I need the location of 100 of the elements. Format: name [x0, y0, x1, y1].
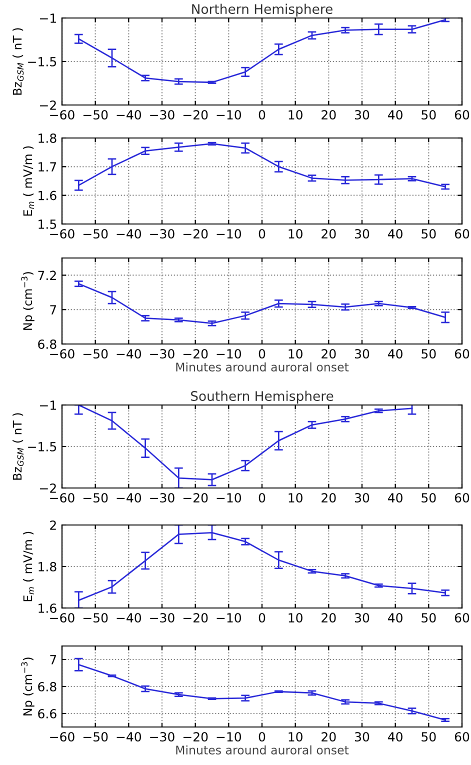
y-tick-label: 7	[50, 655, 56, 664]
x-tick-label: −20	[183, 613, 208, 623]
y-axis-title: E$_{m}$ ( mV/m )	[23, 146, 34, 216]
y-axis-title: Bz$_{GSM}$ ( nT )	[12, 28, 24, 95]
x-tick-label: −20	[183, 349, 208, 359]
y-axis-title: Np (cm$^{−3}$)	[21, 658, 34, 716]
y-tick-label: 7	[50, 305, 56, 314]
x-tick-label: 10	[288, 110, 302, 120]
x-tick-label: 60	[454, 493, 470, 503]
x-tick-label: −60	[50, 732, 74, 742]
x-tick-label: −30	[150, 732, 174, 742]
x-tick-label: −40	[116, 349, 142, 359]
y-tick-label: 2	[50, 520, 56, 530]
x-tick-label: −30	[150, 493, 174, 503]
y-tick-label: −2	[40, 483, 56, 493]
y-tick-label: 7.2	[38, 270, 56, 280]
x-tick-label: 0	[258, 229, 266, 239]
y-tick-label: −1.5	[28, 57, 56, 66]
x-tick-label: 50	[422, 229, 436, 239]
y-tick-label: 6.8	[38, 682, 56, 692]
y-tick-label: 1.6	[38, 603, 56, 613]
y-tick-label: 6.8	[38, 339, 56, 349]
x-tick-label: 50	[422, 732, 436, 742]
x-tick-label: 10	[288, 229, 302, 239]
y-tick-label: 1.5	[38, 220, 56, 229]
x-tick-label: −50	[83, 732, 108, 742]
x-tick-label: −50	[83, 493, 108, 503]
x-tick-label: −30	[150, 613, 174, 623]
x-tick-label: 40	[388, 349, 402, 359]
x-tick-label: 50	[422, 613, 436, 623]
x-tick-label: 0	[258, 613, 266, 623]
x-tick-label: 20	[322, 613, 336, 623]
x-tick-label: −10	[216, 613, 242, 623]
y-tick-label: 6.6	[38, 708, 56, 718]
line-series	[78, 283, 446, 324]
y-tick-label: −1	[40, 400, 56, 410]
x-tick-label: 40	[388, 493, 402, 503]
y-tick-label: 1.7	[38, 162, 56, 172]
y-axis-title: Bz$_{GSM}$ ( nT )	[12, 413, 24, 480]
chart-title: Southern Hemisphere	[190, 390, 334, 404]
x-axis-title: Minutes around auroral onset	[176, 362, 349, 372]
x-tick-label: 20	[322, 349, 336, 359]
x-tick-label: −40	[116, 613, 142, 623]
y-axis-title: E$_{m}$ ( mV/m )	[23, 532, 34, 602]
x-tick-label: 40	[388, 732, 402, 742]
x-tick-label: −60	[50, 229, 74, 239]
x-tick-label: −10	[216, 110, 242, 120]
x-tick-label: 40	[388, 110, 402, 120]
x-tick-label: −20	[183, 493, 208, 503]
x-tick-label: −60	[50, 110, 74, 120]
x-tick-label: −30	[150, 349, 174, 359]
x-tick-label: −40	[116, 732, 142, 742]
x-tick-label: −60	[50, 349, 74, 359]
y-tick-label: −1.5	[28, 442, 56, 452]
x-tick-label: 60	[454, 613, 470, 623]
x-tick-label: −10	[216, 349, 242, 359]
x-tick-label: 50	[422, 493, 436, 503]
x-tick-label: −40	[116, 229, 142, 239]
x-tick-label: 0	[258, 732, 266, 742]
x-tick-label: 60	[454, 110, 470, 120]
x-tick-label: −50	[83, 110, 108, 120]
x-tick-label: −30	[150, 110, 174, 120]
x-tick-label: −60	[50, 493, 74, 503]
y-tick-label: 1.6	[38, 190, 56, 200]
x-tick-label: 30	[355, 493, 370, 503]
x-tick-label: 30	[355, 229, 370, 239]
x-tick-label: 50	[422, 349, 436, 359]
y-tick-label: −1	[40, 14, 56, 23]
x-tick-label: −60	[50, 613, 74, 623]
x-tick-label: 30	[355, 110, 370, 120]
x-tick-label: 60	[454, 229, 470, 239]
x-tick-label: 10	[288, 732, 302, 742]
x-tick-label: 30	[355, 732, 370, 742]
x-tick-label: 10	[288, 613, 302, 623]
x-tick-label: 60	[454, 349, 470, 359]
x-tick-label: 10	[288, 349, 302, 359]
x-tick-label: 30	[355, 613, 370, 623]
x-tick-label: 20	[322, 732, 336, 742]
x-tick-label: 40	[388, 229, 402, 239]
x-tick-label: 30	[355, 349, 370, 359]
x-tick-label: −10	[216, 229, 242, 239]
y-tick-label: −2	[40, 100, 56, 110]
x-tick-label: −40	[116, 493, 142, 503]
x-tick-label: −50	[83, 229, 108, 239]
x-tick-label: −30	[150, 229, 174, 239]
x-tick-label: −40	[116, 110, 142, 120]
x-tick-label: −50	[83, 613, 108, 623]
x-tick-label: −20	[183, 229, 208, 239]
x-tick-label: −50	[83, 349, 108, 359]
x-tick-label: 20	[322, 493, 336, 503]
x-tick-label: 60	[454, 732, 470, 742]
chart-title: Northern Hemisphere	[192, 4, 332, 17]
y-axis-title: Np (cm$^{−3}$)	[21, 272, 34, 330]
x-tick-label: 50	[422, 110, 436, 120]
x-tick-label: 20	[322, 229, 336, 239]
x-tick-label: 40	[388, 613, 402, 623]
x-tick-label: 10	[288, 493, 302, 503]
x-tick-label: 0	[258, 110, 266, 120]
x-tick-label: 20	[322, 110, 336, 120]
x-tick-label: −10	[216, 732, 242, 742]
